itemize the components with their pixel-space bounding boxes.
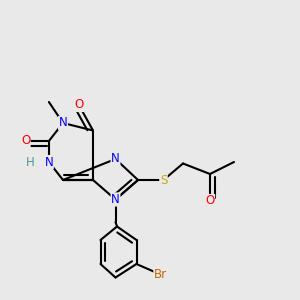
Text: N: N: [111, 193, 120, 206]
Text: O: O: [21, 134, 30, 148]
Text: H: H: [26, 155, 35, 169]
Text: Br: Br: [154, 268, 167, 281]
Text: O: O: [74, 98, 83, 112]
Text: N: N: [111, 152, 120, 166]
Text: S: S: [160, 173, 167, 187]
Text: N: N: [58, 116, 68, 130]
Text: O: O: [206, 194, 214, 208]
Text: N: N: [44, 155, 53, 169]
